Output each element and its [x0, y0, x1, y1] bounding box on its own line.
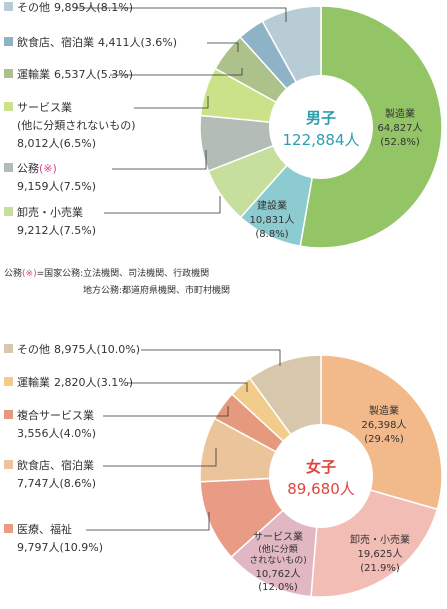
female-retail-pct: (21.9%): [360, 563, 400, 574]
legend-swatch: [4, 460, 13, 469]
female-complex-stat: 3,556人(4.0%): [17, 427, 96, 440]
male-food-label: 飲食店、宿泊業 4,411人(3.6%): [17, 35, 177, 49]
female-food-stat: 7,747人(8.6%): [17, 477, 96, 490]
male-service-sub: (他に分類されないもの): [17, 119, 136, 132]
leader-line: [134, 96, 209, 109]
male-legend-markers: [4, 2, 13, 216]
leader-line: [207, 42, 239, 52]
legend-swatch: [4, 410, 13, 419]
male-transport-label: 運輸業 6,537人(5.3%): [17, 67, 133, 81]
leader-line: [103, 448, 217, 467]
male-retail-label: 卸売・小売業: [17, 205, 83, 219]
male-retail-stat: 9,212人(7.5%): [17, 224, 96, 237]
male-construction-pct: (8.8%): [255, 229, 288, 240]
female-service-pct: (12.0%): [258, 582, 298, 593]
legend-swatch: [4, 524, 13, 533]
leader-line: [112, 150, 207, 170]
leader-line: [141, 349, 281, 366]
public-service-note: 公務(※)=国家公務:立法機関、司法機関、行政機関 地方公務:都道府県機関、市町…: [4, 267, 230, 296]
leader-line: [75, 7, 287, 22]
female-service-sub-2: されないもの): [249, 555, 307, 566]
female-center-title: 女子: [306, 458, 336, 476]
female-other-label: その他 8,975人(10.0%): [17, 343, 140, 356]
female-transport-label: 運輸業 2,820人(3.1%): [17, 375, 133, 389]
female-mfg-pct: (29.4%): [364, 434, 404, 445]
female-service-name: サービス業: [253, 530, 303, 543]
leader-line: [110, 68, 243, 76]
male-public-label: 公務(※): [17, 161, 57, 175]
male-service-stat: 8,012人(6.5%): [17, 137, 96, 150]
public-mark: (※): [39, 162, 57, 175]
legend-swatch: [4, 207, 13, 216]
male-mfg-pct: (52.8%): [380, 137, 420, 148]
female-food-label: 飲食店、宿泊業: [17, 458, 94, 472]
male-construction-value: 10,831人: [250, 214, 295, 226]
female-pie-chart: 女子 89,680人 製造業 26,398人 (29.4%) 卸売・小売業 19…: [4, 343, 443, 598]
legend-swatch: [4, 69, 13, 78]
female-center-hole: [269, 424, 373, 528]
leader-line: [103, 406, 229, 417]
male-mfg-value: 64,827人: [378, 122, 423, 134]
male-mfg-name: 製造業: [385, 107, 415, 120]
legend-swatch: [4, 163, 13, 172]
female-leader-lines: [86, 349, 281, 531]
female-complex-label: 複合サービス業: [17, 408, 94, 422]
female-mfg-name: 製造業: [369, 404, 399, 417]
legend-swatch: [4, 344, 13, 353]
male-service-label: サービス業: [17, 101, 72, 114]
female-medical-stat: 9,797人(10.9%): [17, 541, 103, 554]
male-center-hole: [269, 75, 373, 179]
female-retail-value: 19,625人: [358, 548, 403, 560]
male-pie-chart: 男子 122,884人 製造業 64,827人 (52.8%) 建設業 10,8…: [4, 1, 443, 249]
legend-swatch: [4, 37, 13, 46]
male-center-title: 男子: [306, 109, 336, 127]
note-line-1: 公務(※)=国家公務:立法機関、司法機関、行政機関: [4, 267, 209, 279]
male-construction-name: 建設業: [257, 199, 287, 212]
female-retail-name: 卸売・小売業: [350, 533, 410, 546]
male-other-label: その他 9,895人(8.1%): [17, 1, 133, 14]
female-service-value: 10,762人: [256, 568, 301, 580]
male-leader-lines: [75, 7, 287, 214]
female-service-sub-1: (他に分類: [258, 543, 298, 555]
female-center-total: 89,680人: [287, 480, 355, 498]
leader-line: [86, 512, 210, 531]
male-center-total: 122,884人: [282, 131, 359, 149]
legend-swatch: [4, 377, 13, 386]
male-public-stat: 9,159人(7.5%): [17, 180, 96, 193]
female-legend-markers: [4, 344, 13, 533]
legend-swatch: [4, 2, 13, 11]
female-mfg-value: 26,398人: [362, 419, 407, 431]
legend-swatch: [4, 102, 13, 111]
female-medical-label: 医療、福祉: [17, 522, 72, 536]
leader-line: [127, 382, 248, 392]
leader-line: [104, 196, 221, 214]
note-line-2: 地方公務:都道府県機関、市町村機関: [83, 284, 230, 296]
